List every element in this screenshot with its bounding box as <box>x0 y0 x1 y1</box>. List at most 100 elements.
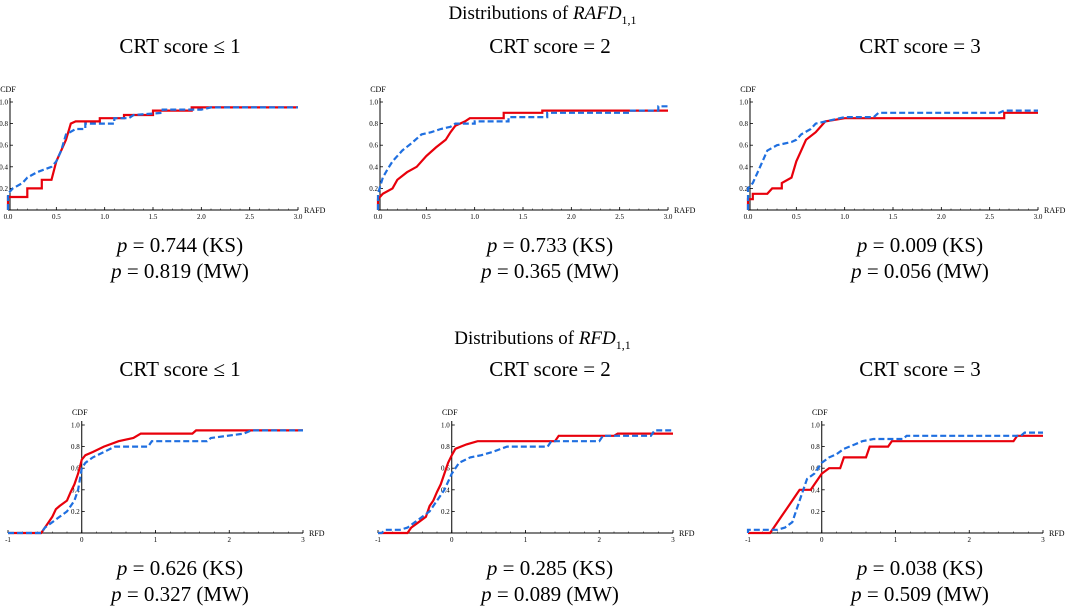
eq: = <box>496 582 509 606</box>
cdf-line-dashed <box>8 429 303 535</box>
ks-value: 0.744 (KS) <box>149 233 244 257</box>
mw-value: 0.365 (MW) <box>513 259 619 283</box>
x-tick-label: 0 <box>450 536 454 544</box>
p-symbol: p <box>486 556 498 580</box>
p-value-ks: p = 0.626 (KS) <box>0 555 360 581</box>
p-value-mw: p = 0.056 (MW) <box>740 258 1085 284</box>
p-value-ks: p = 0.009 (KS) <box>740 232 1085 258</box>
p-symbol: p <box>111 259 122 283</box>
x-tick-label: 0.5 <box>52 213 61 221</box>
y-tick-label: 0.2 <box>0 185 9 193</box>
eq: = <box>502 556 515 580</box>
p-symbol: p <box>116 556 128 580</box>
chart-panel: CRT score ≤ 1 0.2 0.4 0.6 0.8 1.0 -1 0 1 2 3 RFD CDF… <box>0 357 360 606</box>
p-symbol: p <box>486 233 498 257</box>
cdf-line-solid <box>746 111 1038 210</box>
y-tick-label: 0.2 <box>811 508 820 516</box>
y-tick-label: 1.0 <box>811 422 820 430</box>
x-tick-label: -1 <box>5 536 11 544</box>
eq: = <box>132 556 145 580</box>
p-value-ks: p = 0.038 (KS) <box>740 555 1085 581</box>
x-tick-label: 2 <box>968 536 972 544</box>
y-tick-label: 0.4 <box>441 486 450 494</box>
x-tick-label: 2.0 <box>567 213 576 221</box>
cdf-line-solid <box>376 109 668 210</box>
eq: = <box>132 233 145 257</box>
section-title-var: RAFD <box>573 3 622 24</box>
x-tick-label: -1 <box>745 536 751 544</box>
p-value-ks: p = 0.285 (KS) <box>370 555 730 581</box>
y-tick-label: 1.0 <box>369 99 378 107</box>
eq: = <box>872 556 885 580</box>
x-tick-label: 1.5 <box>149 213 158 221</box>
chart-panel: CRT score = 3 0.2 0.4 0.6 0.8 1.0 0.0 0.5 1.0 1.5… <box>739 34 1085 283</box>
cdf-line-solid <box>378 432 673 535</box>
y-tick-label: 0.6 <box>71 465 80 473</box>
cdf-line-solid <box>6 106 298 210</box>
panel-title: CRT score = 3 <box>859 34 981 58</box>
p-symbol: p <box>116 233 128 257</box>
cdf-plot: 0.2 0.4 0.6 0.8 1.0 0.0 0.5 1.0 1.5 2.0 2.5 3.0RAFD… <box>0 85 326 221</box>
x-tick-label: 1.5 <box>519 213 528 221</box>
p-symbol: p <box>851 582 862 606</box>
panel-title: CRT score = 2 <box>489 34 611 58</box>
ks-value: 0.009 (KS) <box>889 233 984 257</box>
y-tick-label: 0.6 <box>811 465 820 473</box>
x-tick-label: -1 <box>375 536 381 544</box>
x-tick-label: 2.5 <box>985 213 994 221</box>
x-axis-label: RFD <box>309 529 325 538</box>
section-title-rfd: Distributions of RFD1,1 <box>0 328 1085 356</box>
panel-title: CRT score ≤ 1 <box>119 34 241 58</box>
section-title-var: RFD <box>578 328 616 349</box>
y-tick-label: 0.8 <box>441 443 450 451</box>
y-tick-label: 1.0 <box>71 422 80 430</box>
x-tick-label: 2.0 <box>197 213 206 221</box>
y-tick-label: 0.4 <box>369 163 378 171</box>
x-tick-label: 3 <box>301 536 305 544</box>
cdf-plot: 0.2 0.4 0.6 0.8 1.0 0.0 0.5 1.0 1.5 2.0 2.5 3.0RAFD… <box>369 85 696 221</box>
chart-panel: CRT score = 2 0.2 0.4 0.6 0.8 1.0 0.0 0.5 1.0 1.5… <box>369 34 730 283</box>
x-tick-label: 1 <box>154 536 158 544</box>
cdf-line-dashed <box>746 431 1043 533</box>
p-value-mw: p = 0.089 (MW) <box>370 581 730 607</box>
panel-title: CRT score = 3 <box>859 357 981 381</box>
p-symbol: p <box>481 582 492 606</box>
cdf-line-solid <box>8 429 303 535</box>
y-axis-label: CDF <box>72 408 88 417</box>
y-tick-label: 0.6 <box>369 142 378 150</box>
y-tick-label: 0.8 <box>0 120 9 128</box>
section-title-prefix: Distributions of <box>448 3 573 24</box>
y-tick-label: 0.6 <box>0 142 9 150</box>
eq: = <box>866 582 879 606</box>
y-tick-label: 0.2 <box>71 508 80 516</box>
x-tick-label: 2 <box>598 536 602 544</box>
x-tick-label: 0 <box>820 536 824 544</box>
eq: = <box>872 233 885 257</box>
ks-value: 0.038 (KS) <box>889 556 984 580</box>
chart-panel: CRT score ≤ 1 0.2 0.4 0.6 0.8 1.0 0.0 0.5 1.0 1.5… <box>0 34 360 283</box>
eq: = <box>502 233 515 257</box>
p-value-ks: p = 0.744 (KS) <box>0 232 360 258</box>
x-tick-label: 0 <box>80 536 84 544</box>
panel-title: CRT score = 2 <box>489 357 611 381</box>
y-tick-label: 1.0 <box>0 99 9 107</box>
section-title-sub: 1,1 <box>615 337 631 352</box>
x-tick-label: 0.5 <box>422 213 431 221</box>
x-axis-label: RAFD <box>304 206 326 215</box>
x-tick-label: 3.0 <box>664 213 673 221</box>
p-symbol: p <box>856 233 868 257</box>
x-tick-label: 1.5 <box>889 213 898 221</box>
p-symbol: p <box>856 556 868 580</box>
x-axis-label: RFD <box>679 529 695 538</box>
p-value-mw: p = 0.819 (MW) <box>0 258 360 284</box>
y-tick-label: 0.8 <box>71 443 80 451</box>
panel-title: CRT score ≤ 1 <box>119 357 241 381</box>
x-tick-label: 0.0 <box>744 213 753 221</box>
y-tick-label: 0.4 <box>71 486 80 494</box>
y-axis-label: CDF <box>812 408 828 417</box>
x-axis-label: RAFD <box>674 206 696 215</box>
y-axis-label: CDF <box>442 408 458 417</box>
ks-value: 0.285 (KS) <box>519 556 614 580</box>
